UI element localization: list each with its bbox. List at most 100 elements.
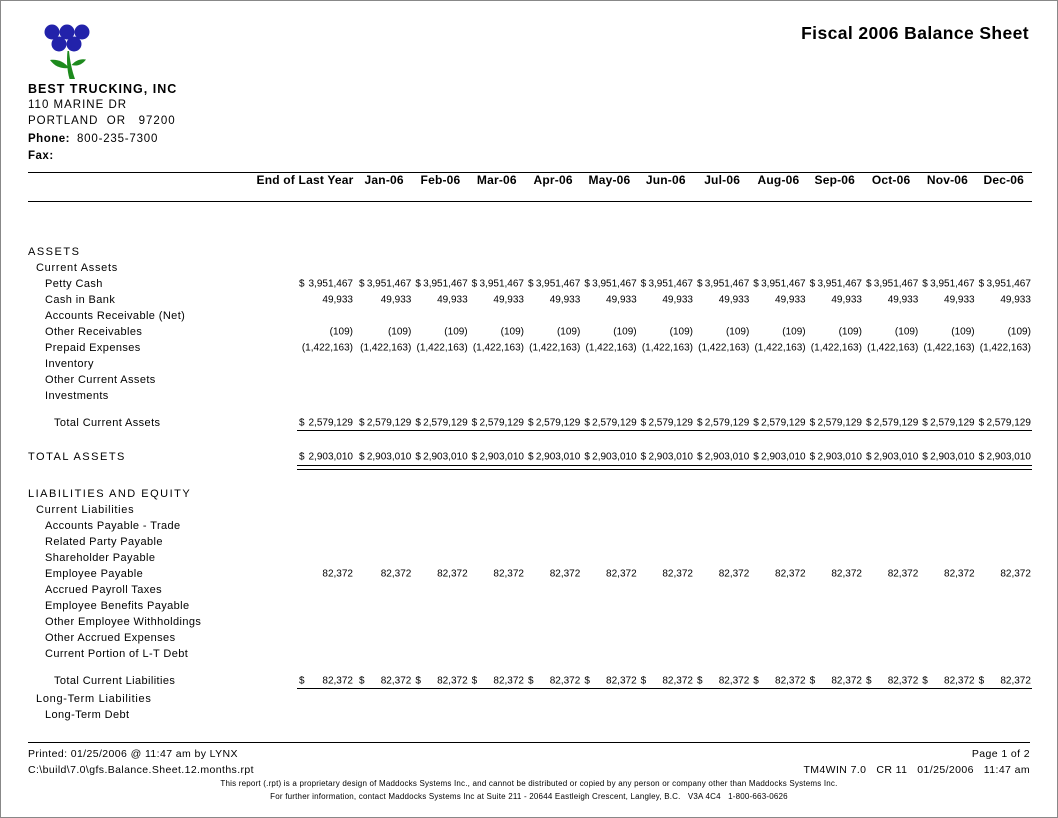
dollar-sign: $ bbox=[299, 417, 305, 429]
value-cell: (109) bbox=[469, 324, 525, 340]
value-cell bbox=[254, 518, 356, 534]
value-cell bbox=[807, 691, 863, 707]
cell-value: 2,903,010 bbox=[761, 451, 806, 463]
dollar-sign: $ bbox=[471, 675, 478, 687]
value-cell bbox=[863, 550, 919, 566]
cell-value: (1,422,163) bbox=[641, 342, 693, 354]
value-cell: 49,933 bbox=[581, 292, 637, 308]
value-cell bbox=[581, 372, 637, 388]
value-cell bbox=[254, 582, 356, 598]
value-cell: $2,579,129 bbox=[807, 415, 863, 431]
value-cell: 49,933 bbox=[469, 292, 525, 308]
value-cell: 82,372 bbox=[919, 566, 975, 582]
value-cell bbox=[469, 598, 525, 614]
value-cell: (1,422,163) bbox=[525, 340, 581, 356]
cell-value: 49,933 bbox=[944, 294, 975, 306]
cell-value: 49,933 bbox=[380, 294, 412, 306]
row-label: Long-Term Debt bbox=[45, 709, 130, 721]
value-cell bbox=[581, 388, 637, 404]
value-cell bbox=[525, 550, 581, 566]
table-row: Long-Term Debt bbox=[28, 707, 1032, 723]
value-cell: $2,579,129 bbox=[919, 415, 975, 431]
dollar-sign: $ bbox=[471, 278, 478, 290]
value-cell bbox=[469, 691, 525, 707]
dollar-sign: $ bbox=[640, 451, 647, 463]
cell-value: 2,903,010 bbox=[535, 451, 581, 463]
value-cell bbox=[863, 646, 919, 662]
value-cell bbox=[581, 630, 637, 646]
dollar-sign: $ bbox=[527, 278, 534, 290]
table-row: Employee Benefits Payable bbox=[28, 598, 1032, 614]
row-label: TOTAL ASSETS bbox=[28, 451, 126, 463]
value-cell bbox=[581, 356, 637, 372]
value-cell bbox=[525, 630, 581, 646]
value-cell bbox=[694, 502, 750, 518]
value-cell bbox=[863, 691, 919, 707]
value-cell bbox=[525, 707, 581, 723]
cell-value: 2,579,129 bbox=[761, 417, 806, 429]
value-cell bbox=[254, 372, 356, 388]
value-cell bbox=[581, 308, 637, 324]
cell-value: 82,372 bbox=[549, 675, 581, 687]
value-cell bbox=[412, 244, 468, 260]
value-cell bbox=[356, 550, 412, 566]
dollar-sign: $ bbox=[584, 417, 590, 429]
value-cell: 49,933 bbox=[525, 292, 581, 308]
row-label: Other Current Assets bbox=[45, 374, 156, 386]
value-cell bbox=[254, 691, 356, 707]
column-header: Jun-06 bbox=[645, 173, 686, 187]
table-row: Related Party Payable bbox=[28, 534, 1032, 550]
value-cell bbox=[254, 356, 356, 372]
company-info: BEST TRUCKING, INC 110 MARINE DR PORTLAN… bbox=[28, 81, 177, 164]
value-cell bbox=[356, 502, 412, 518]
value-cell bbox=[525, 691, 581, 707]
value-cell: 49,933 bbox=[638, 292, 694, 308]
value-cell bbox=[976, 707, 1032, 723]
value-cell bbox=[976, 582, 1032, 598]
value-cell bbox=[254, 486, 356, 502]
value-cell bbox=[469, 630, 525, 646]
value-cell bbox=[581, 707, 637, 723]
value-cell: (109) bbox=[356, 324, 412, 340]
row-label: Other Receivables bbox=[45, 326, 143, 338]
table-row: Other Receivables (109) (109) (109) (109) (10… bbox=[28, 324, 1032, 340]
cell-value: 3,951,467 bbox=[592, 278, 637, 290]
dollar-sign: $ bbox=[753, 278, 759, 290]
value-cell bbox=[254, 388, 356, 404]
value-cell bbox=[525, 518, 581, 534]
value-cell bbox=[356, 691, 412, 707]
cell-value: (1,422,163) bbox=[416, 342, 468, 354]
value-cell bbox=[976, 388, 1032, 404]
value-cell: 82,372 bbox=[807, 566, 863, 582]
value-cell: 82,372 bbox=[469, 566, 525, 582]
value-cell bbox=[919, 260, 975, 276]
value-cell bbox=[694, 534, 750, 550]
column-header: Dec-06 bbox=[983, 173, 1025, 187]
value-cell bbox=[581, 691, 637, 707]
value-cell bbox=[694, 691, 750, 707]
value-cell bbox=[919, 598, 975, 614]
value-cell bbox=[638, 582, 694, 598]
dollar-sign: $ bbox=[299, 451, 305, 463]
dollar-sign: $ bbox=[753, 675, 759, 687]
table-row: Current Liabilities bbox=[28, 502, 1032, 518]
value-cell bbox=[807, 502, 863, 518]
value-cell: 82,372 bbox=[638, 566, 694, 582]
cell-value: (109) bbox=[387, 326, 412, 338]
value-cell bbox=[750, 550, 806, 566]
cell-value: (1,422,163) bbox=[585, 342, 637, 354]
spacer-row bbox=[28, 404, 1032, 415]
cell-value: (109) bbox=[838, 326, 862, 338]
value-cell bbox=[412, 260, 468, 276]
value-cell bbox=[750, 260, 806, 276]
value-cell bbox=[750, 372, 806, 388]
cell-value: 82,372 bbox=[718, 675, 750, 687]
value-cell: $82,372 bbox=[469, 673, 525, 689]
cell-value: 2,903,010 bbox=[817, 451, 862, 463]
value-cell bbox=[863, 518, 919, 534]
table-row: ASSETS bbox=[28, 244, 1032, 260]
value-cell: $82,372 bbox=[581, 673, 637, 689]
value-cell bbox=[638, 244, 694, 260]
value-cell bbox=[412, 308, 468, 324]
